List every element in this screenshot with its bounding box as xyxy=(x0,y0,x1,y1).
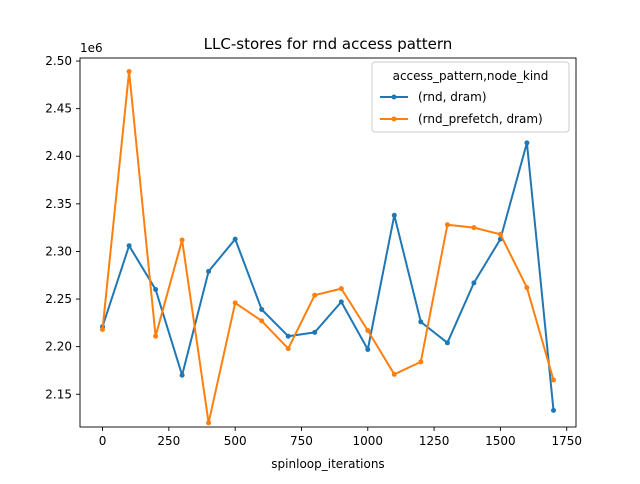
data-point xyxy=(179,237,185,243)
y-tick-label: 2.45 xyxy=(45,102,72,116)
data-point xyxy=(444,340,450,346)
data-point xyxy=(524,140,530,146)
x-axis-label: spinloop_iterations xyxy=(271,457,384,471)
data-point xyxy=(126,243,132,249)
data-point xyxy=(524,285,530,291)
x-tick-label: 1500 xyxy=(485,434,516,448)
series-line-1 xyxy=(101,70,555,424)
x-tick-label: 250 xyxy=(157,434,180,448)
data-point xyxy=(126,69,132,74)
y-tick-label: 2.30 xyxy=(45,244,72,258)
x-tick-label: 1250 xyxy=(419,434,450,448)
x-tick-label: 0 xyxy=(99,434,107,448)
data-point xyxy=(418,359,424,365)
axes-frame xyxy=(79,57,577,428)
data-point xyxy=(179,372,185,378)
data-point xyxy=(259,307,265,312)
y-tick-label: 2.40 xyxy=(45,149,72,163)
data-point xyxy=(312,292,318,298)
data-point xyxy=(206,268,212,274)
series-line-0 xyxy=(101,141,555,411)
axes: 0 250 500 750 1000 1250 1500 1750 2.15 2.20 2.25 2.… xyxy=(45,54,582,448)
data-point xyxy=(338,299,344,305)
legend-entry-label: (rnd_prefetch, dram) xyxy=(418,112,543,126)
data-point xyxy=(471,280,477,286)
y-offset-label: 1e6 xyxy=(80,41,103,55)
data-point xyxy=(312,329,318,335)
data-point xyxy=(285,333,291,339)
legend-entry-label: (rnd, dram) xyxy=(418,90,487,104)
y-tick-label: 2.20 xyxy=(45,340,72,354)
y-tick-label: 2.50 xyxy=(45,54,72,68)
data-point xyxy=(497,231,503,237)
legend-swatch-marker xyxy=(391,94,397,100)
data-point xyxy=(471,225,477,231)
x-tick-label: 750 xyxy=(290,434,313,448)
data-point xyxy=(153,333,159,339)
plot-area xyxy=(100,69,556,426)
data-point xyxy=(206,420,212,426)
data-point xyxy=(551,377,556,383)
data-point xyxy=(365,328,371,333)
x-tick-label: 1750 xyxy=(551,434,582,448)
data-point xyxy=(100,327,105,332)
legend-title: access_pattern,node_kind xyxy=(393,69,549,83)
data-point xyxy=(285,346,291,352)
legend: access_pattern,node_kind (rnd, dram) (rnd_… xyxy=(371,61,570,133)
data-point xyxy=(232,300,238,306)
data-point xyxy=(418,319,424,325)
x-tick-label: 500 xyxy=(224,434,247,448)
chart-title: LLC-stores for rnd access pattern xyxy=(204,35,453,53)
x-tick-label: 1000 xyxy=(353,434,384,448)
data-point xyxy=(365,347,371,352)
data-point xyxy=(391,212,397,218)
data-point xyxy=(391,371,397,377)
data-point xyxy=(444,222,450,228)
legend-box xyxy=(371,61,570,133)
data-point xyxy=(551,407,556,413)
y-tick-label: 2.25 xyxy=(45,292,72,306)
data-point xyxy=(338,286,344,292)
legend-swatch-marker xyxy=(391,116,397,122)
y-tick-label: 2.35 xyxy=(45,197,72,211)
y-tick-label: 2.15 xyxy=(45,387,72,401)
data-point xyxy=(232,236,238,242)
data-point xyxy=(259,318,265,324)
data-point xyxy=(153,287,159,292)
